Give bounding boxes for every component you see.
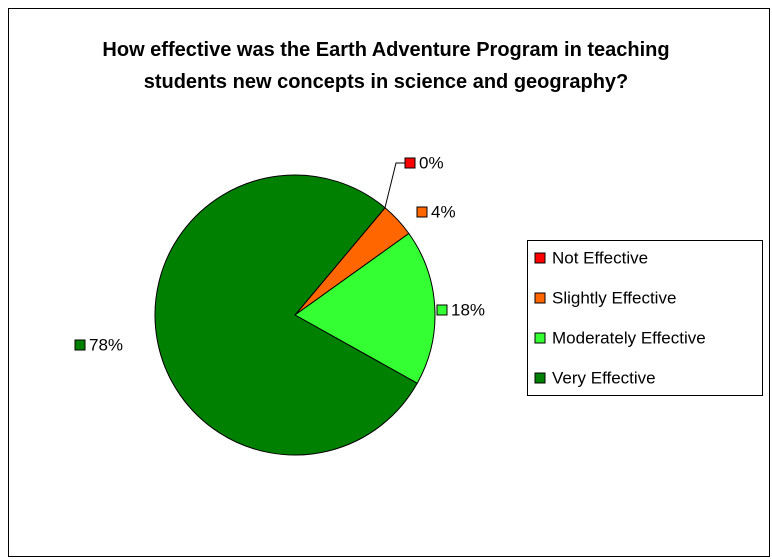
pie-slice bbox=[294, 232, 436, 384]
label-swatch bbox=[74, 339, 86, 351]
legend-label: Not Effective bbox=[552, 248, 648, 267]
label-swatch bbox=[436, 304, 448, 316]
legend-swatch bbox=[534, 332, 546, 344]
legend-label: Moderately Effective bbox=[552, 328, 706, 347]
legend-box bbox=[527, 240, 763, 396]
data-label: 78% bbox=[89, 335, 123, 354]
chart-title: How effective was the Earth Adventure Pr… bbox=[102, 39, 670, 93]
legend-swatch bbox=[534, 292, 546, 304]
legend-swatch bbox=[534, 252, 546, 264]
data-label: 18% bbox=[451, 300, 485, 319]
data-label: 0% bbox=[419, 153, 444, 172]
legend-label: Very Effective bbox=[552, 368, 656, 387]
pie-slice bbox=[154, 174, 418, 456]
data-label: 4% bbox=[431, 202, 456, 221]
label-swatch bbox=[404, 157, 416, 169]
leader-line bbox=[384, 162, 405, 208]
label-swatch bbox=[416, 206, 428, 218]
legend-label: Slightly Effective bbox=[552, 288, 676, 307]
legend-swatch bbox=[534, 372, 546, 384]
